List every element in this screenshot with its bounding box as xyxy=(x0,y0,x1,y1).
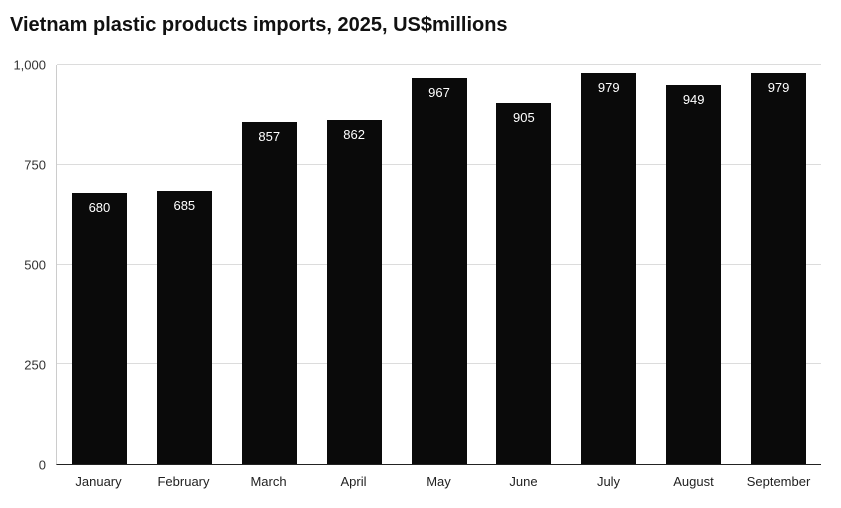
chart-body: 0 250 500 750 1,000 680 685 857 862 967 905 979 949… xyxy=(0,58,841,489)
y-tick-label: 1,000 xyxy=(13,57,46,73)
bar-group-january: 680 xyxy=(57,65,142,464)
bar-february: 685 xyxy=(156,190,212,464)
bar-group-july: 979 xyxy=(566,65,651,464)
bar-group-february: 685 xyxy=(142,65,227,464)
x-axis-label: May xyxy=(426,474,451,489)
bar-group-august: 949 xyxy=(651,65,736,464)
x-axis-label: July xyxy=(596,474,621,489)
bar-value-label: 967 xyxy=(428,85,450,101)
x-axis-label: September xyxy=(746,474,811,489)
bar-group-march: 857 xyxy=(227,65,312,464)
bar-march: 857 xyxy=(241,122,297,464)
bar-value-label: 905 xyxy=(513,109,535,125)
bar-group-april: 862 xyxy=(312,65,397,464)
x-axis-label: January xyxy=(75,474,122,489)
x-axis-label: June xyxy=(509,474,538,489)
bar-group-may: 967 xyxy=(397,65,482,464)
x-axis-label: March xyxy=(250,474,287,489)
x-axis: January February March April May June July Augu… xyxy=(56,465,821,489)
y-tick-label: 500 xyxy=(24,257,46,273)
bar-april: 862 xyxy=(326,120,382,464)
bar-value-label: 680 xyxy=(88,199,111,215)
y-tick-label: 250 xyxy=(24,357,46,373)
chart-title: Vietnam plastic products imports, 2025, … xyxy=(10,14,508,36)
gridline xyxy=(57,64,821,65)
plot-area: 680 685 857 862 967 905 979 949 979 xyxy=(56,64,821,465)
x-axis-label: February xyxy=(157,474,210,489)
bar-value-label: 979 xyxy=(767,80,790,96)
bar-value-label: 979 xyxy=(597,80,620,96)
y-axis: 0 250 500 750 1,000 xyxy=(0,58,56,473)
x-axis-label: April xyxy=(340,474,367,489)
bar-value-label: 949 xyxy=(682,92,705,108)
bar-july: 979 xyxy=(581,73,637,464)
bar-value-label: 857 xyxy=(258,129,281,145)
plot-wrap: 680 685 857 862 967 905 979 949 979 January Febru… xyxy=(56,64,821,489)
bar-group-june: 905 xyxy=(481,65,566,464)
y-tick-label: 0 xyxy=(38,457,46,473)
bar-value-label: 862 xyxy=(343,127,365,143)
bar-august: 949 xyxy=(666,85,722,464)
bar-may: 967 xyxy=(411,78,467,464)
y-tick-label: 750 xyxy=(24,157,46,173)
bar-september: 979 xyxy=(751,73,807,464)
bars-row: 680 685 857 862 967 905 979 949 979 xyxy=(57,65,821,464)
bar-group-september: 979 xyxy=(736,65,821,464)
bar-june: 905 xyxy=(496,102,552,464)
x-axis-label: August xyxy=(673,474,714,489)
bar-january: 680 xyxy=(71,192,127,464)
bar-value-label: 685 xyxy=(173,197,196,213)
